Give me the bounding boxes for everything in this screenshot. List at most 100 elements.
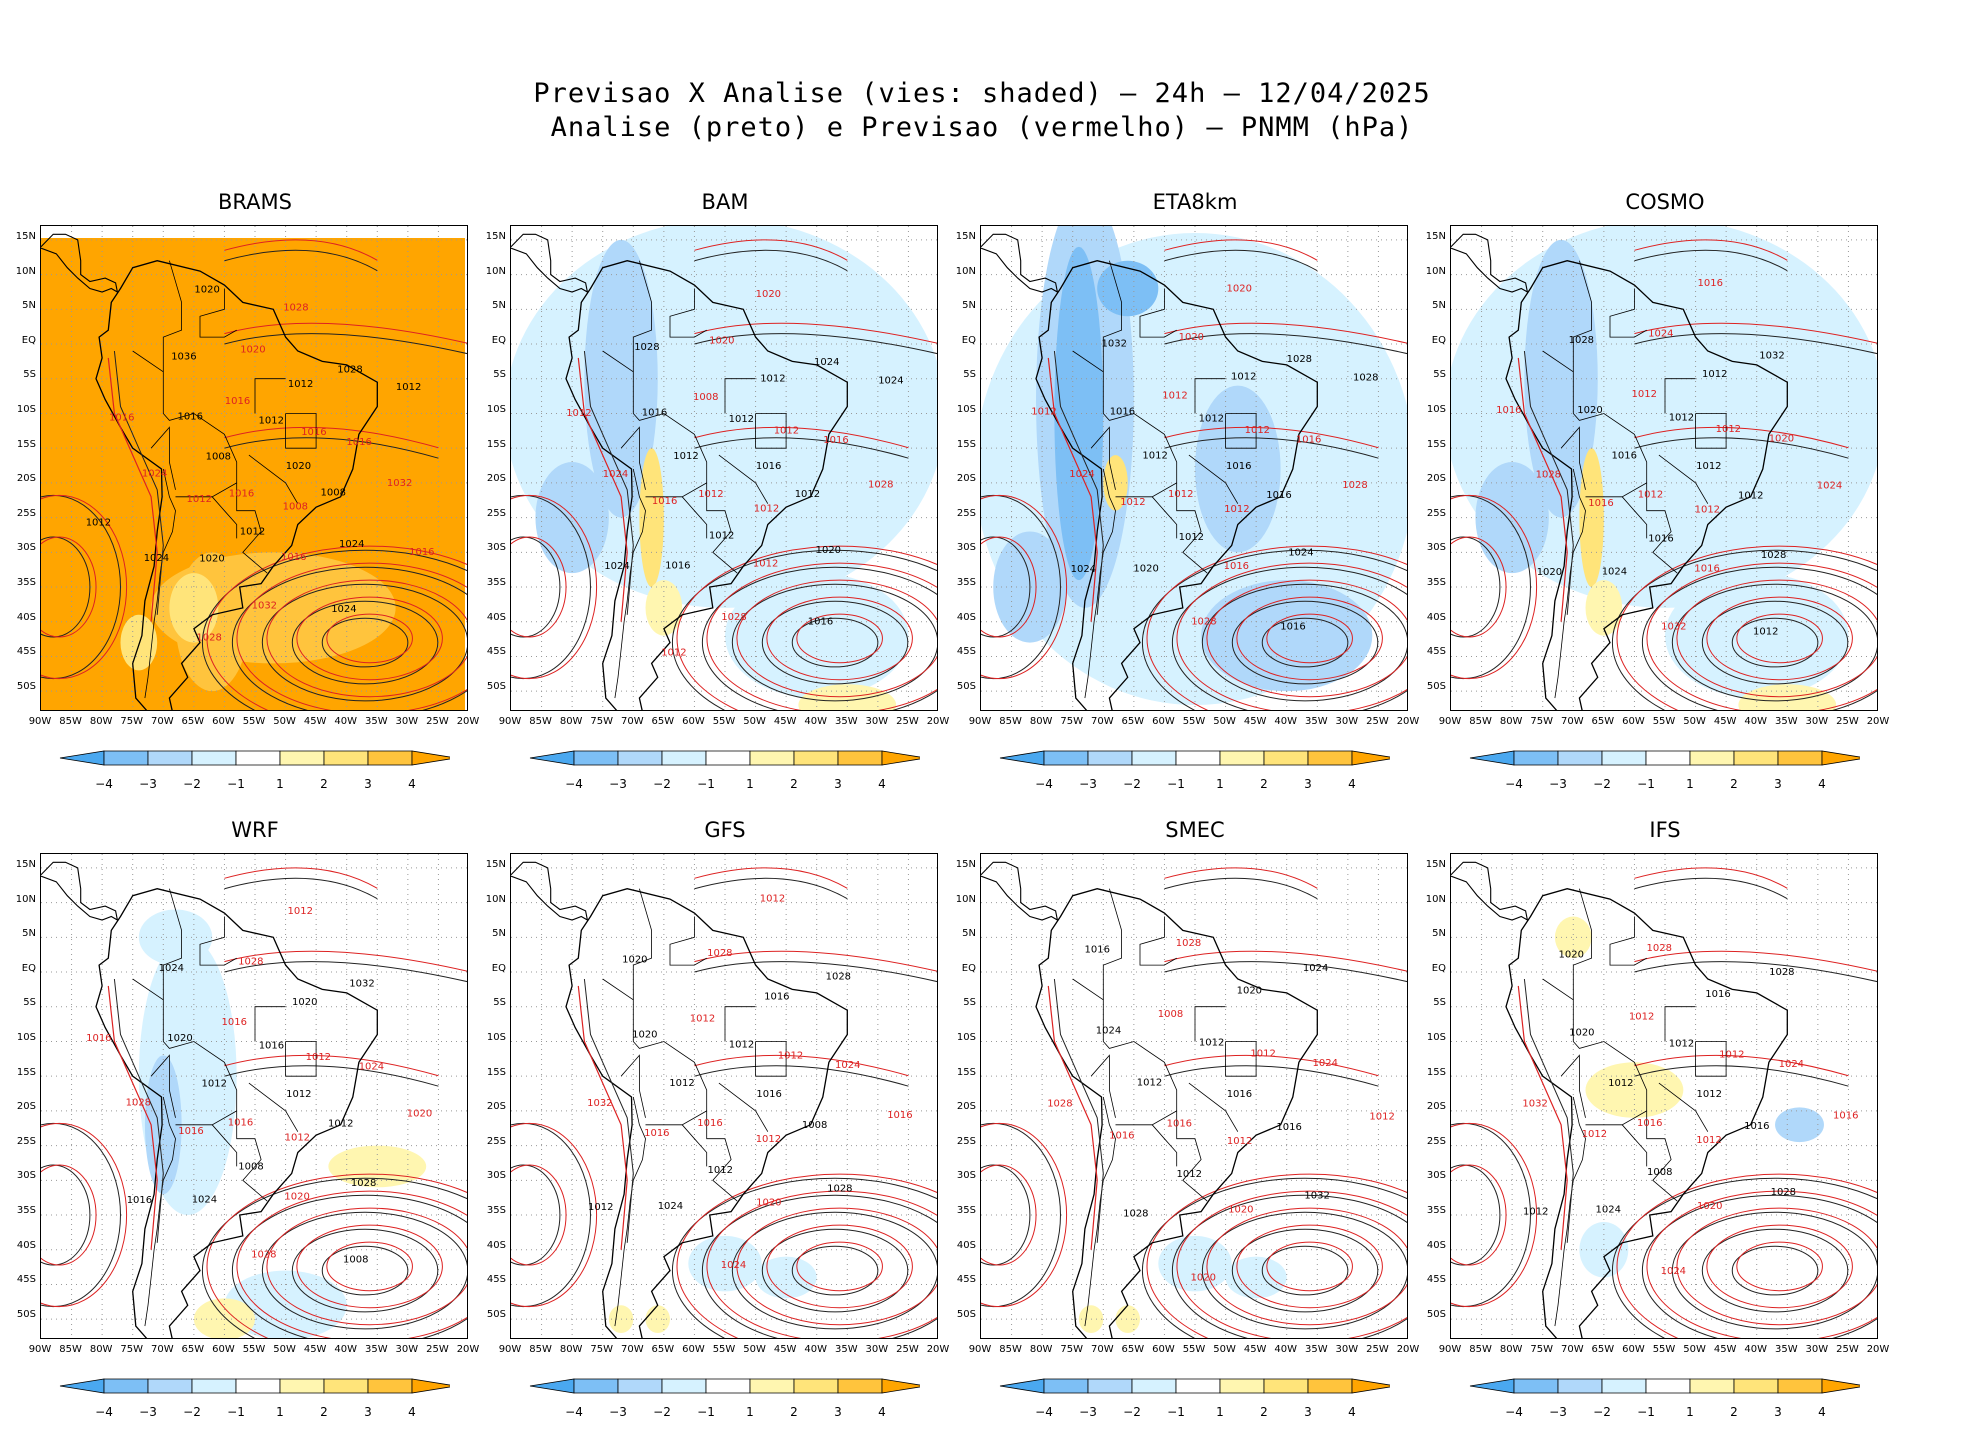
contour-label: 1012	[1177, 1169, 1202, 1180]
color-bar-segment	[1307, 750, 1353, 766]
lat-tick-label: 40S	[956, 611, 976, 623]
coastline-south-america	[565, 888, 848, 1338]
lon-tick-label: 35W	[1304, 1344, 1328, 1355]
isobar-analysis	[1731, 1245, 1819, 1296]
lat-tick-label: 40S	[1426, 611, 1446, 623]
contour-label: 1028	[1047, 1099, 1072, 1110]
coastlines	[511, 861, 848, 1338]
country-border	[1664, 1006, 1696, 1042]
country-border	[1554, 1096, 1586, 1327]
isobar-analysis	[41, 1122, 121, 1308]
panel-title: ETA8km	[1152, 190, 1238, 214]
lon-tick-label: 80W	[1499, 716, 1523, 727]
contour-label: 1028	[1769, 967, 1794, 978]
map-plot: 1016 1016 1012 1012 1012 1012 1012 1008 1016 1016…	[981, 854, 1407, 1338]
country-border	[236, 1110, 268, 1202]
contour-label: 1032	[1522, 1098, 1547, 1109]
lon-tick-label: 25W	[426, 1344, 449, 1355]
isobar-analysis	[1634, 333, 1877, 355]
lat-tick-label: 20S	[16, 1101, 36, 1113]
coastline-central-america	[41, 233, 119, 294]
color-bar-segment	[1557, 1378, 1603, 1394]
lat-tick-label: 20S	[16, 473, 36, 485]
color-bar-segment	[103, 1378, 149, 1394]
lon-tick-label: 85W	[59, 716, 82, 727]
color-bar-label: −1	[697, 1405, 715, 1419]
country-border	[1072, 978, 1178, 1126]
isobars	[981, 239, 1407, 710]
isobar-forecast	[1146, 545, 1407, 710]
contour-label: 1028	[196, 632, 221, 643]
lon-tick-label: 25W	[1366, 1344, 1389, 1355]
lon-tick-label: 90W	[28, 1344, 52, 1355]
contour-label: 1028	[1353, 373, 1378, 384]
color-bar-label: 2	[320, 777, 328, 791]
coastline-south-america	[95, 260, 378, 710]
contour-label: 1024	[359, 1062, 384, 1073]
contour-label: 1012	[1369, 1112, 1394, 1123]
isobar-analysis	[1053, 978, 1104, 1243]
color-bar-segment	[749, 1378, 795, 1394]
isobar-forecast	[694, 426, 909, 449]
coastline-south-america	[565, 260, 848, 710]
isobar-analysis	[224, 333, 467, 355]
lat-tick-label: 5N	[962, 928, 976, 940]
bias-area	[755, 1256, 817, 1299]
bias-area	[193, 1298, 255, 1338]
lon-tick-label: 55W	[242, 1344, 266, 1355]
contour-label: 1016	[225, 396, 250, 407]
color-bar-label: −3	[1549, 777, 1567, 791]
lat-tick-label: 5N	[1432, 928, 1446, 940]
map-panel-eta8km: ETA8km 1016 1012 1012 1012 1012 1012 1012 1012 10…	[940, 190, 1420, 791]
lon-tick-label: 35W	[1774, 716, 1798, 727]
isobar-analysis	[321, 1245, 409, 1296]
isobar-forecast	[1164, 239, 1318, 261]
contour-label: 1020	[1537, 567, 1562, 578]
contour-label: 1016	[1496, 405, 1521, 416]
contour-label: 1012	[661, 648, 686, 659]
panel-title: COSMO	[1625, 190, 1705, 214]
isobar-analysis	[113, 978, 164, 1243]
color-bar-segment	[749, 750, 795, 766]
lon-tick-label: 90W	[968, 1344, 992, 1355]
isobar-analysis	[1164, 961, 1407, 983]
color-bar-label: −2	[653, 1405, 671, 1419]
isobar-forecast	[981, 1122, 1068, 1308]
contour-label: 1012	[259, 415, 284, 426]
lat-tick-label: 15N	[15, 231, 36, 242]
coastline-south-america	[1505, 888, 1788, 1338]
contour-label: 1016	[665, 561, 690, 572]
isobar-forecast	[224, 322, 467, 344]
country-border	[254, 1006, 286, 1042]
lon-tick-label: 60W	[682, 1344, 705, 1355]
lon-tick-label: 55W	[1652, 1344, 1676, 1355]
coastline-south-america	[1035, 888, 1318, 1338]
country-border	[1151, 496, 1178, 539]
contour-label: 1016	[178, 1126, 203, 1137]
color-bar-segment	[573, 750, 619, 766]
lon-tick-label: 75W	[1530, 1344, 1554, 1355]
isobar-forecast	[266, 1207, 467, 1326]
color-bar	[999, 750, 1390, 766]
bias-area	[535, 462, 609, 574]
color-bar-label: 3	[1304, 1405, 1312, 1419]
lat-tick-label: 15S	[1426, 438, 1446, 450]
lon-tick-label: 40W	[1744, 716, 1768, 727]
contour-label: 1012	[1224, 504, 1249, 515]
country-border	[285, 413, 317, 449]
country-border	[144, 468, 176, 699]
country-border	[132, 978, 238, 1126]
isobar-analysis	[224, 437, 439, 459]
contour-label: 1020	[199, 554, 224, 565]
lat-tick-label: 50S	[16, 680, 36, 692]
color-bar-segment	[529, 750, 575, 766]
contour-label: 1016	[642, 408, 667, 419]
coastline-central-america	[981, 861, 1059, 922]
lon-tick-label: 70W	[150, 716, 174, 727]
lon-tick-label: 40W	[1274, 716, 1298, 727]
color-bar-segment	[1307, 1378, 1353, 1394]
contour-label: 1024	[835, 1060, 860, 1071]
color-bar-segment	[235, 750, 281, 766]
contour-label: 1012	[753, 558, 778, 569]
color-bar-label: −1	[1637, 1405, 1655, 1419]
